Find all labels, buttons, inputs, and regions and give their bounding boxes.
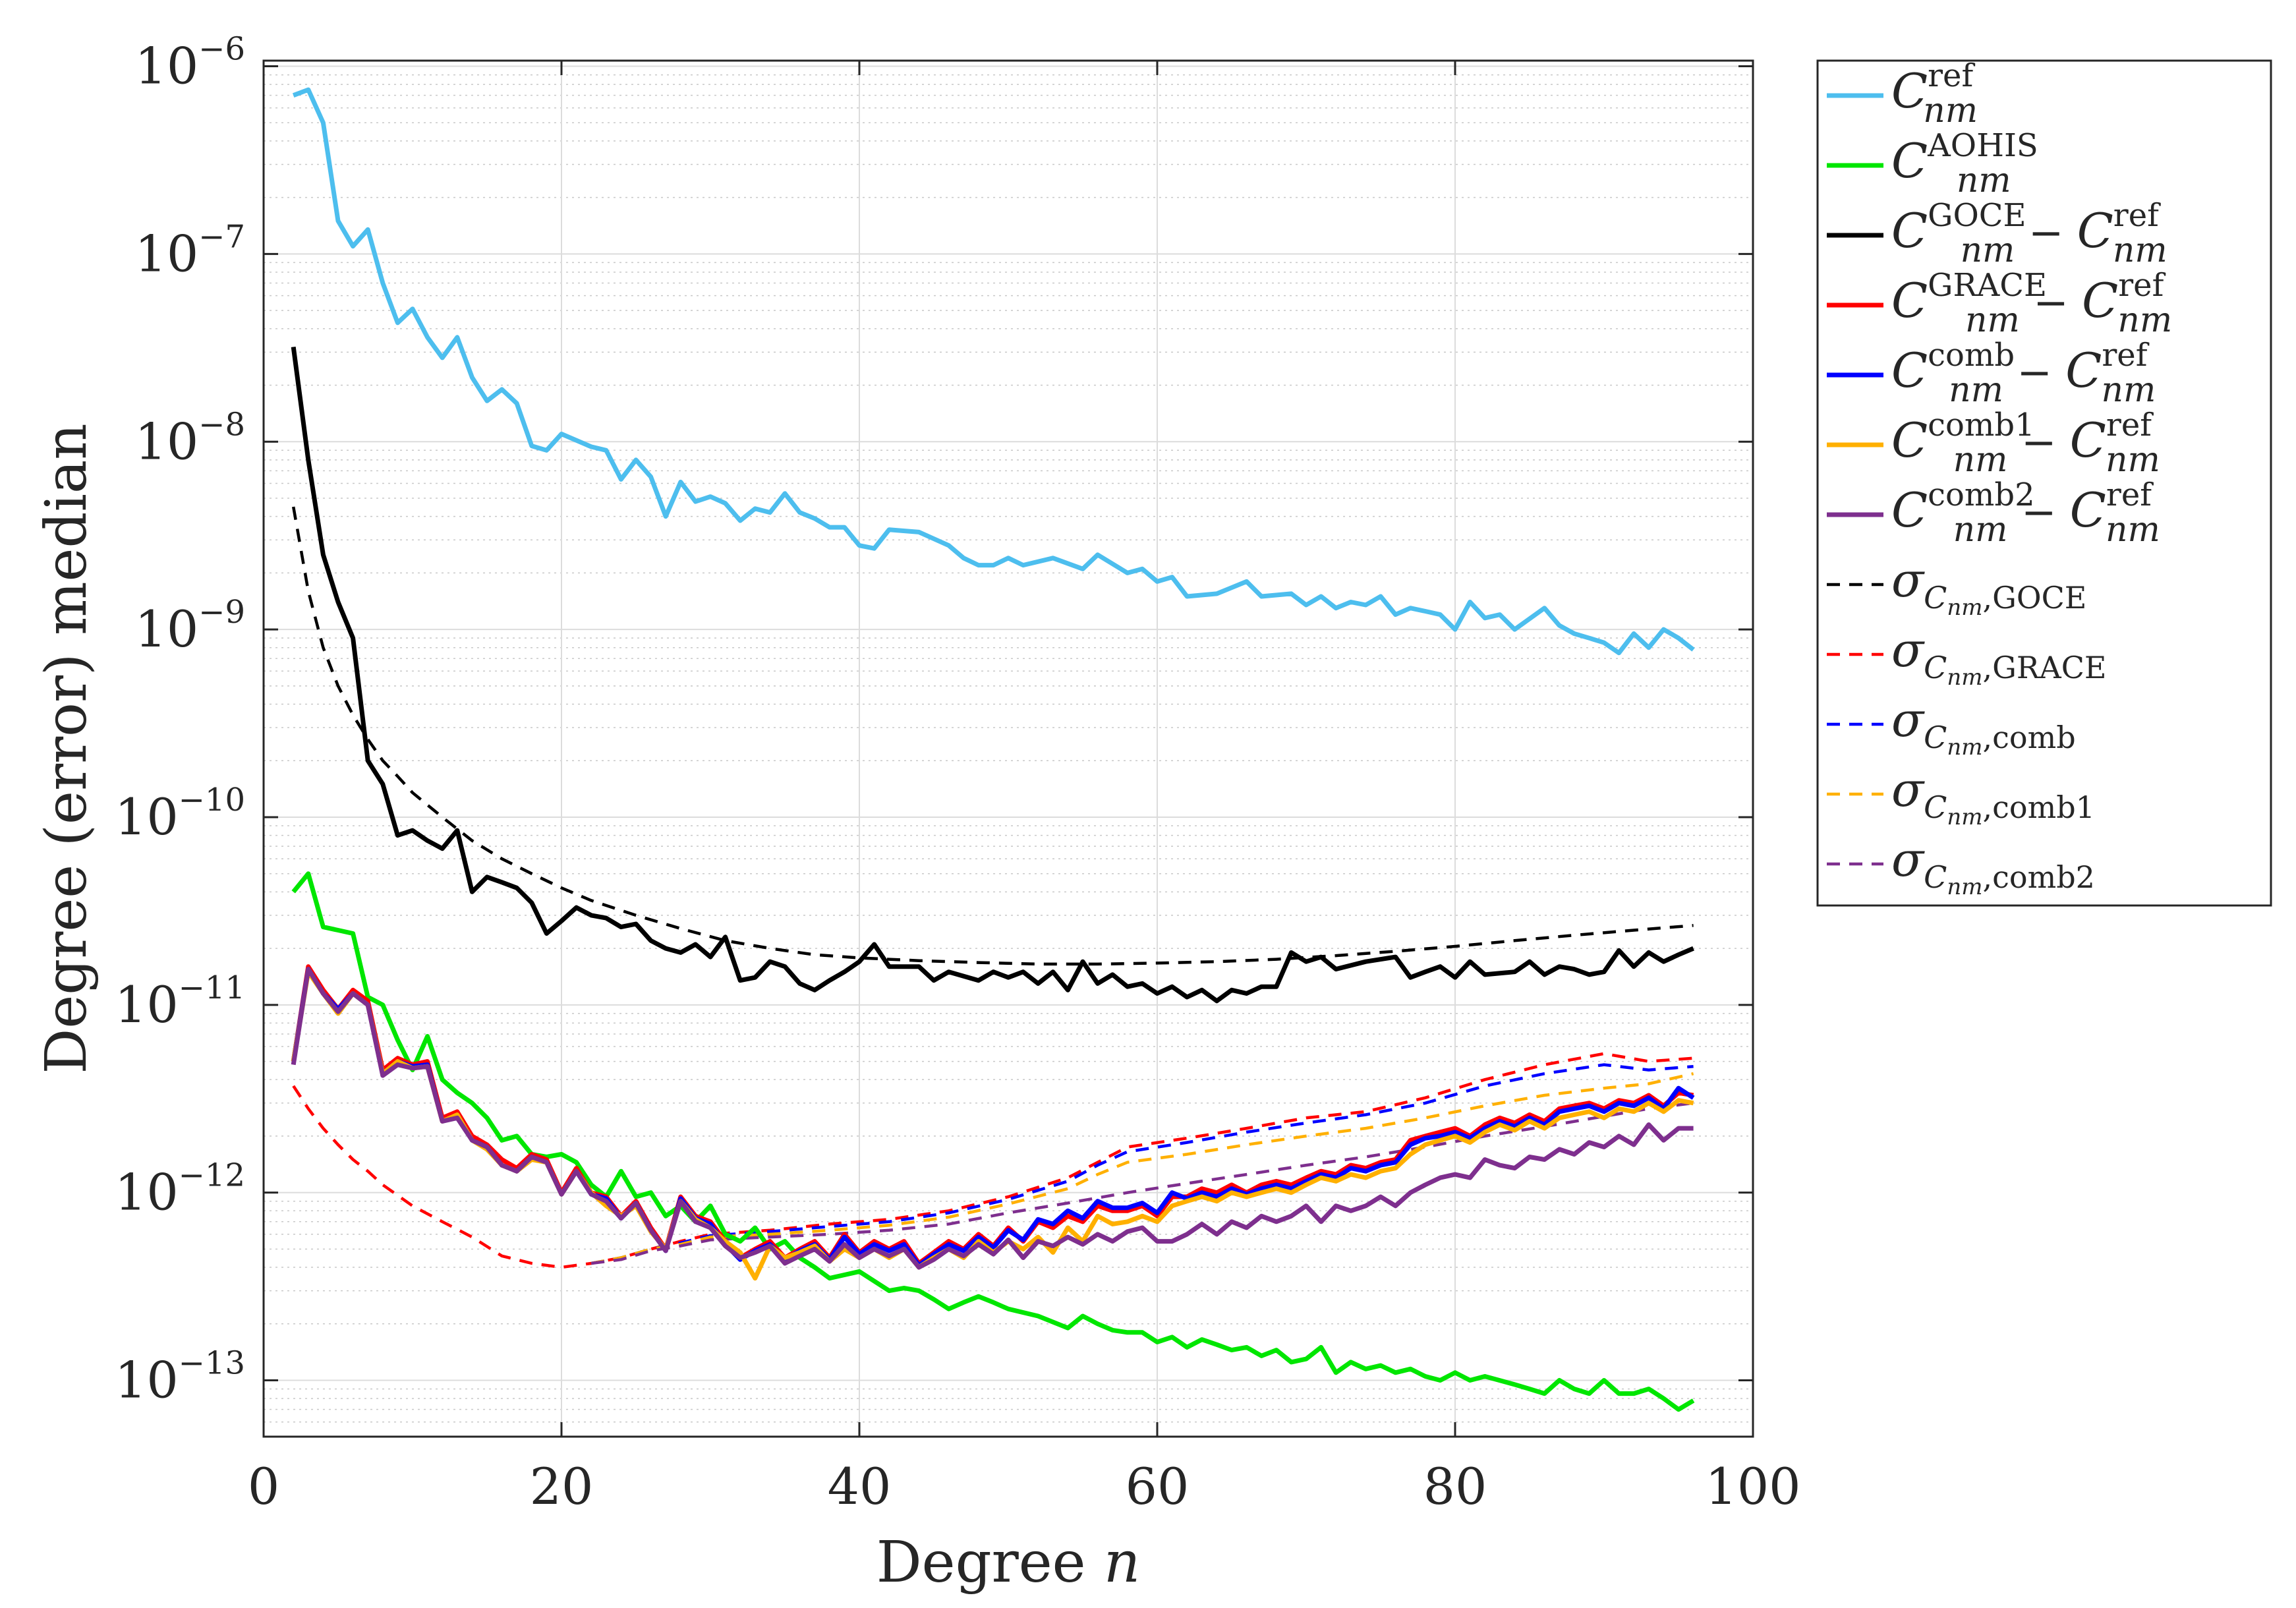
legend-entry-11: σCnm,comb1 xyxy=(1891,762,2095,830)
plot-frame xyxy=(262,59,1754,1438)
x-tick-label: 40 xyxy=(828,1457,892,1516)
legend-box xyxy=(1816,59,2272,907)
series-line-3 xyxy=(291,346,1694,1004)
y-tick-label: 10−9 xyxy=(135,594,245,658)
legend-entry-2: CAOHIS nm xyxy=(1891,127,2038,200)
series-line-1 xyxy=(292,87,1695,656)
legend-entry-7: Ccomb2 nm − Cref nm xyxy=(1891,476,2160,550)
y-tick-label: 10−12 xyxy=(115,1157,245,1222)
legend-entry-6: Ccomb1 nm − Cref nm xyxy=(1891,407,2160,480)
legend-entry-4: CGRACE nm − Cref nm xyxy=(1891,267,2172,340)
legend-entry-9: σCnm,GRACE xyxy=(1891,622,2107,691)
legend-entry-5: Ccomb nm − Cref nm xyxy=(1891,337,2156,410)
x-tick-label: 100 xyxy=(1705,1457,1800,1516)
x-tick-label: 60 xyxy=(1126,1457,1190,1516)
y-axis-ticks: 10−13 10−12 10−11 10−10 10−9 10−8 10−7 10−6 xyxy=(115,31,1753,1410)
x-axis-ticks: 0 20 40 60 80 100 xyxy=(248,61,1801,1516)
x-tick-label: 20 xyxy=(530,1457,594,1516)
y-axis-label: Degree (error) median xyxy=(34,423,100,1074)
series-line-7 xyxy=(291,967,1694,1270)
y-tick-label: 10−6 xyxy=(135,31,245,96)
grid-lines xyxy=(263,61,1754,1437)
legend-entry-3: CGOCE nm − Cref nm xyxy=(1891,197,2167,270)
x-tick-label: 0 xyxy=(248,1457,279,1516)
y-tick-label: 10−8 xyxy=(135,406,245,471)
series-line-2 xyxy=(291,871,1695,1412)
legend-entry-12: σCnm,comb2 xyxy=(1891,832,2095,900)
y-tick-label: 10−13 xyxy=(115,1345,245,1410)
y-tick-label: 10−10 xyxy=(115,782,245,846)
y-tick-label: 10−11 xyxy=(115,969,245,1034)
series-line-11 xyxy=(590,1072,1694,1265)
legend-entry-8: σCnm,GOCE xyxy=(1891,552,2086,621)
series-layer xyxy=(291,87,1695,1412)
series-line-9 xyxy=(292,1052,1694,1269)
x-axis-label: Degree n xyxy=(876,1530,1141,1595)
legend-entry-10: σCnm,comb xyxy=(1891,692,2076,761)
y-tick-label: 10−7 xyxy=(135,218,245,283)
legend-entry-1: Cref nm xyxy=(1891,57,1978,130)
x-tick-label: 80 xyxy=(1423,1457,1487,1516)
